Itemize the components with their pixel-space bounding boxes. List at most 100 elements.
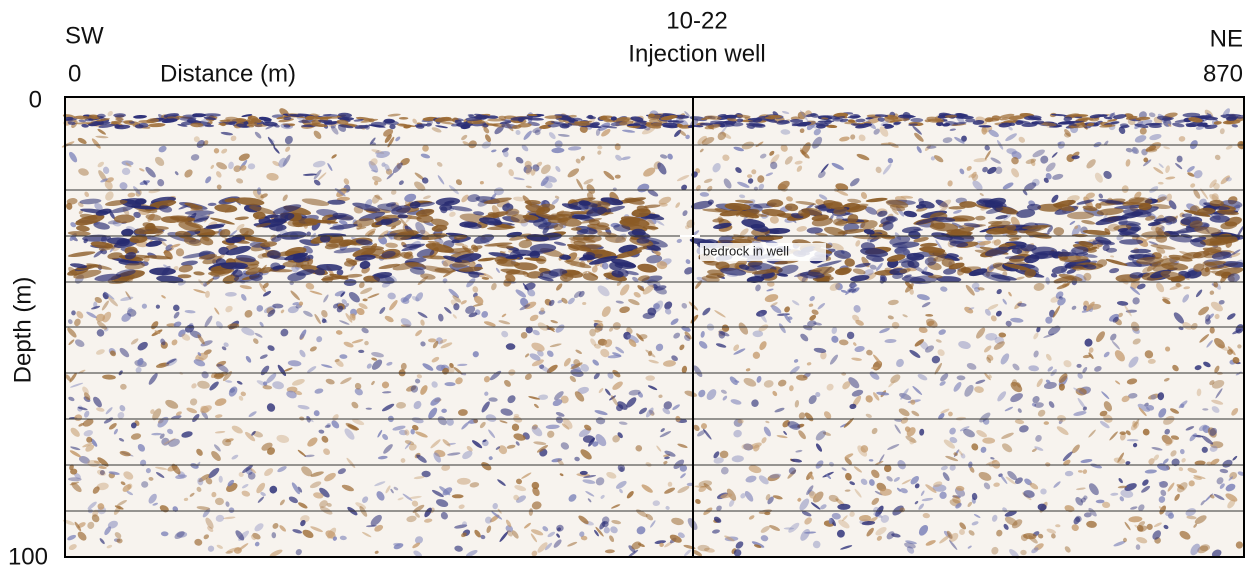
texture-blob (83, 430, 93, 437)
texture-blob (282, 154, 291, 167)
texture-blob (1043, 177, 1049, 183)
texture-blob (567, 146, 582, 151)
texture-blob (785, 203, 799, 212)
texture-blob (643, 167, 656, 177)
texture-blob (698, 485, 707, 493)
texture-blob (615, 300, 624, 304)
texture-blob (374, 524, 384, 532)
texture-blob (579, 531, 585, 537)
texture-blob (155, 362, 170, 368)
texture-blob (70, 222, 77, 228)
texture-blob (338, 124, 354, 129)
texture-blob (828, 518, 833, 524)
texture-blob (886, 531, 895, 540)
texture-blob (739, 194, 746, 199)
texture-blob (1058, 373, 1068, 383)
texture-blob (216, 363, 229, 373)
texture-blob (1110, 492, 1119, 496)
texture-blob (1225, 483, 1236, 492)
texture-blob (1227, 273, 1240, 283)
texture-blob (335, 330, 343, 335)
texture-blob (78, 456, 90, 464)
texture-blob (715, 343, 727, 348)
texture-blob (984, 372, 991, 381)
texture-blob (314, 313, 321, 325)
texture-blob (1006, 148, 1017, 155)
texture-blob (105, 407, 113, 415)
texture-blob (1141, 485, 1151, 493)
texture-blob (376, 150, 390, 159)
texture-blob (123, 471, 134, 480)
texture-blob (787, 421, 801, 430)
texture-blob (979, 412, 991, 423)
texture-blob (431, 489, 444, 498)
texture-blob (648, 350, 653, 357)
texture-blob (256, 305, 264, 312)
texture-blob (875, 527, 887, 536)
texture-blob (739, 228, 749, 237)
texture-blob (422, 363, 434, 371)
texture-blob (1201, 435, 1214, 445)
texture-blob (299, 349, 306, 358)
texture-blob (483, 321, 496, 327)
texture-blob (667, 481, 673, 487)
texture-blob (1088, 352, 1094, 360)
texture-blob (95, 135, 109, 139)
texture-blob (145, 166, 156, 178)
texture-blob (373, 274, 395, 284)
texture-blob (770, 154, 780, 164)
texture-blob (588, 247, 599, 254)
texture-blob (975, 379, 986, 384)
texture-blob (993, 341, 1005, 350)
texture-blob (753, 444, 760, 452)
texture-blob (811, 309, 819, 315)
texture-blob (604, 549, 615, 554)
texture-blob (818, 194, 828, 200)
texture-blob (145, 240, 163, 247)
texture-blob (949, 539, 958, 551)
texture-blob (730, 399, 742, 405)
texture-blob (997, 391, 1007, 402)
texture-blob (1057, 415, 1067, 422)
texture-blob (449, 250, 474, 260)
texture-blob (452, 295, 462, 303)
texture-blob (600, 494, 605, 499)
texture-blob (1088, 347, 1094, 353)
texture-blob (204, 315, 213, 328)
texture-blob (487, 225, 516, 231)
texture-blob (352, 418, 365, 426)
texture-blob (96, 321, 108, 330)
texture-blob (631, 208, 651, 218)
texture-blob (382, 391, 392, 394)
texture-blob (544, 542, 553, 551)
texture-blob (642, 312, 656, 319)
texture-blob (166, 358, 177, 364)
texture-blob (724, 202, 751, 211)
texture-blob (515, 289, 527, 298)
texture-blob (814, 232, 828, 237)
texture-blob (733, 348, 746, 355)
texture-blob (381, 250, 396, 259)
texture-blob (918, 524, 929, 536)
texture-blob (540, 176, 549, 187)
texture-blob (921, 497, 934, 502)
texture-blob (557, 459, 564, 466)
texture-blob (1147, 393, 1160, 400)
texture-blob (574, 456, 580, 462)
texture-blob (430, 439, 441, 449)
texture-blob (529, 353, 541, 361)
texture-blob (257, 496, 265, 503)
texture-blob (477, 257, 496, 262)
texture-blob (1163, 146, 1170, 150)
texture-blob (484, 391, 489, 396)
texture-blob (163, 113, 179, 118)
texture-blob (576, 178, 584, 190)
texture-blob (283, 124, 291, 128)
texture-blob (1072, 265, 1084, 271)
texture-blob (735, 167, 742, 174)
texture-blob (262, 385, 273, 390)
texture-blob (673, 332, 681, 339)
texture-blob (1058, 419, 1063, 425)
texture-blob (760, 525, 770, 533)
texture-blob (245, 431, 256, 442)
